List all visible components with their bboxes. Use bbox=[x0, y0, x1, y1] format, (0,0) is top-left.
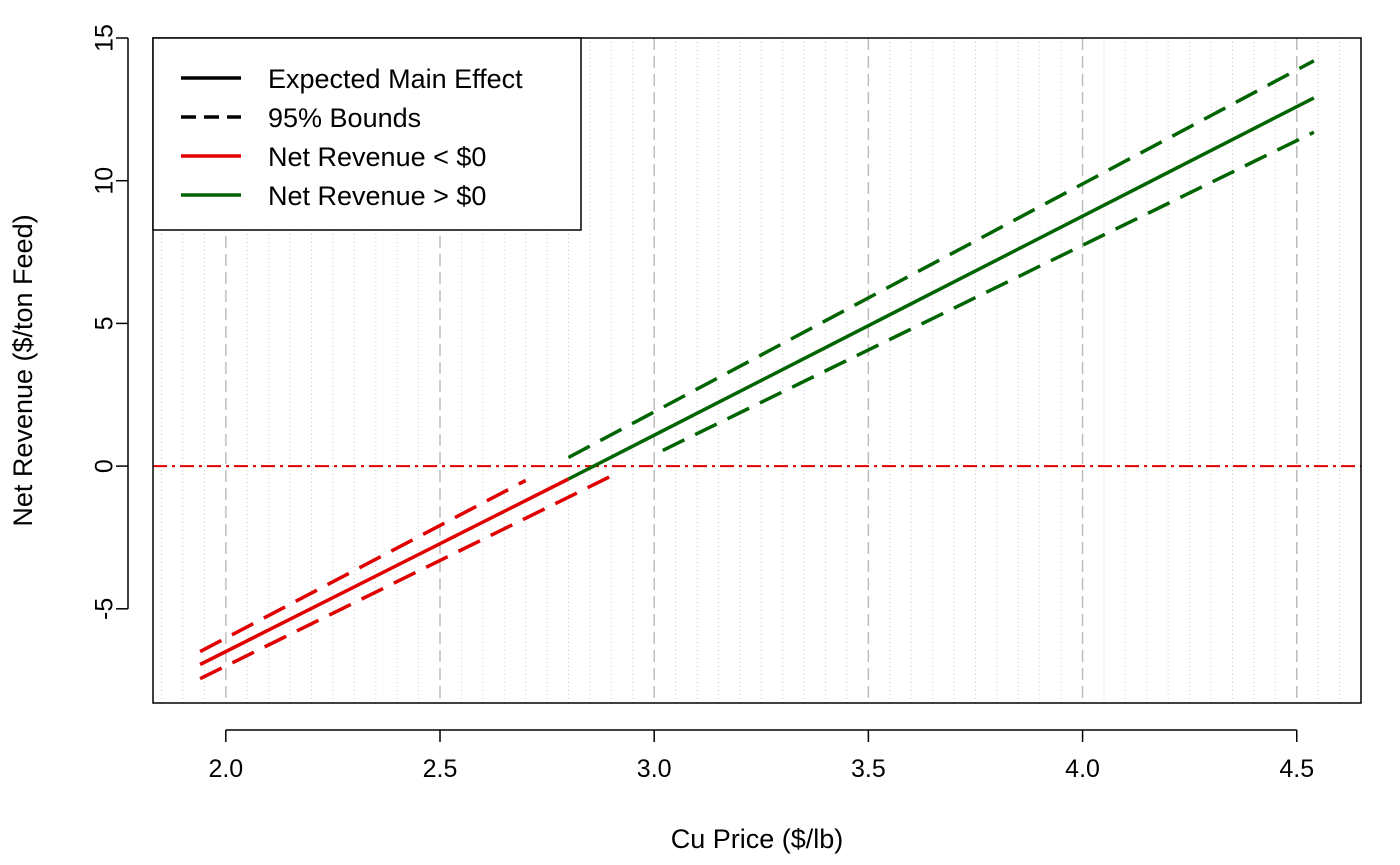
y-tick-label: 5 bbox=[91, 316, 119, 330]
legend: Expected Main Effect 95% Bounds Net Revenu… bbox=[152, 37, 582, 231]
x-tick-label: 3.0 bbox=[637, 755, 672, 783]
y-axis-title: Net Revenue ($/ton Feed) bbox=[8, 214, 38, 526]
series-negative-bound-1 bbox=[199, 478, 527, 654]
x-tick-label: 4.0 bbox=[1065, 755, 1100, 783]
x-tick-label: 4.5 bbox=[1279, 755, 1314, 783]
legend-label: Net Revenue < $0 bbox=[268, 142, 486, 172]
legend-box bbox=[152, 37, 582, 231]
y-tick-label: 0 bbox=[91, 459, 119, 473]
legend-label: Expected Main Effect bbox=[268, 64, 523, 94]
series-positive-bound-5 bbox=[662, 130, 1315, 452]
plot-frame bbox=[152, 37, 1362, 704]
legend-label: 95% Bounds bbox=[268, 103, 421, 133]
x-axis-title: Cu Price ($/lb) bbox=[671, 824, 844, 854]
series-negative-main-effect-0 bbox=[199, 477, 570, 667]
series-layer bbox=[199, 59, 1315, 681]
legend-label: Net Revenue > $0 bbox=[268, 181, 486, 211]
axis-layer: 2.0 2.5 3.0 3.5 4.0 4.5 -5 0 5 10 15 bbox=[91, 24, 1315, 783]
y-tick-label: 15 bbox=[91, 24, 119, 52]
series-negative-bound-2 bbox=[199, 470, 621, 681]
grid-layer bbox=[161, 38, 1362, 703]
y-tick-label: 10 bbox=[91, 167, 119, 195]
y-tick-label: -5 bbox=[91, 598, 119, 620]
x-tick-label: 2.5 bbox=[423, 755, 458, 783]
series-positive-bound-4 bbox=[567, 59, 1315, 460]
x-tick-label: 3.5 bbox=[851, 755, 886, 783]
x-tick-label: 2.0 bbox=[208, 755, 243, 783]
series-positive-main-effect-3 bbox=[567, 96, 1315, 481]
